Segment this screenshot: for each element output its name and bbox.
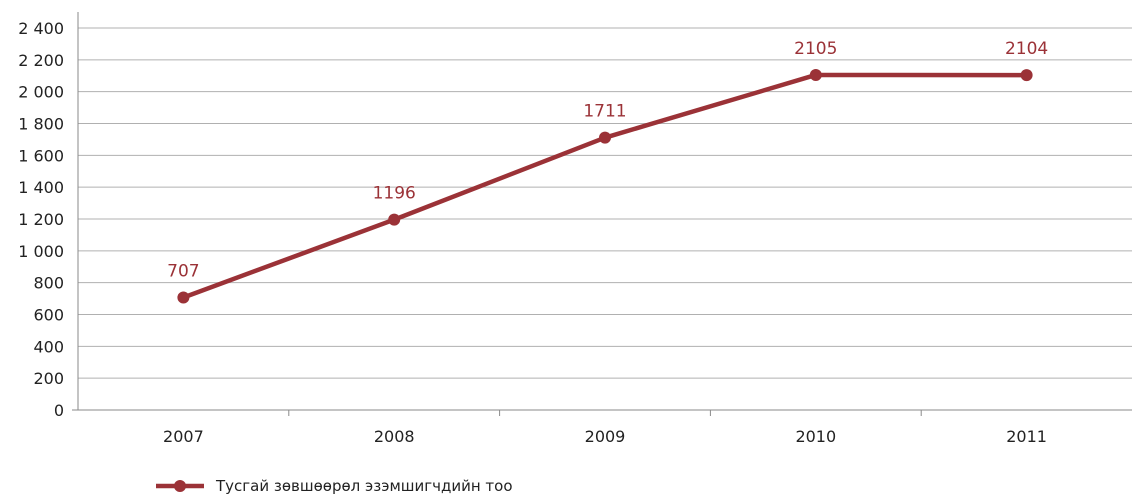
y-tick-label: 1 400 <box>18 178 64 197</box>
data-label: 2105 <box>794 39 837 59</box>
y-tick-label: 0 <box>54 401 64 420</box>
legend-swatch-marker <box>174 480 186 492</box>
x-tick-label: 2008 <box>374 427 415 446</box>
data-point <box>599 131 611 144</box>
x-tick-label: 2007 <box>163 427 204 446</box>
y-tick-label: 200 <box>33 369 64 388</box>
data-labels: 707 1196 1711 2105 2104 <box>167 39 1048 282</box>
y-tick-label: 2 000 <box>18 83 64 102</box>
y-tick-label: 2 200 <box>18 51 64 70</box>
legend: Тусгай зөвшөөрөл эзэмшигчдийн тоо <box>156 477 513 495</box>
axes <box>72 12 1132 416</box>
y-tick-label: 800 <box>33 274 64 293</box>
series-points <box>177 68 1033 304</box>
data-label: 2104 <box>1005 39 1048 59</box>
y-tick-label: 400 <box>33 337 64 356</box>
x-tick-label: 2011 <box>1006 427 1047 446</box>
x-tick-label: 2009 <box>585 427 626 446</box>
y-tick-label: 1 600 <box>18 146 64 165</box>
y-tick-label: 1 200 <box>18 210 64 229</box>
y-tick-label: 600 <box>33 306 64 325</box>
data-label: 1711 <box>583 102 626 122</box>
data-point <box>177 291 190 304</box>
legend-label: Тусгай зөвшөөрөл эзэмшигчдийн тоо <box>215 477 513 495</box>
y-tick-label: 1 000 <box>18 242 64 261</box>
data-point <box>1020 69 1033 82</box>
data-point <box>809 68 822 81</box>
data-label: 707 <box>167 261 199 281</box>
y-tick-label: 2 400 <box>18 19 64 38</box>
data-point <box>388 213 401 226</box>
gridlines <box>78 27 1132 379</box>
y-axis-tick-labels: 0 200 400 600 800 1 000 1 200 1 400 1 600 1 800 2 … <box>18 19 64 420</box>
x-axis-tick-labels: 2007 2008 2009 2010 2011 <box>163 427 1047 446</box>
x-tick-label: 2010 <box>795 427 836 446</box>
y-tick-label: 1 800 <box>18 115 64 134</box>
data-label: 1196 <box>373 184 416 204</box>
